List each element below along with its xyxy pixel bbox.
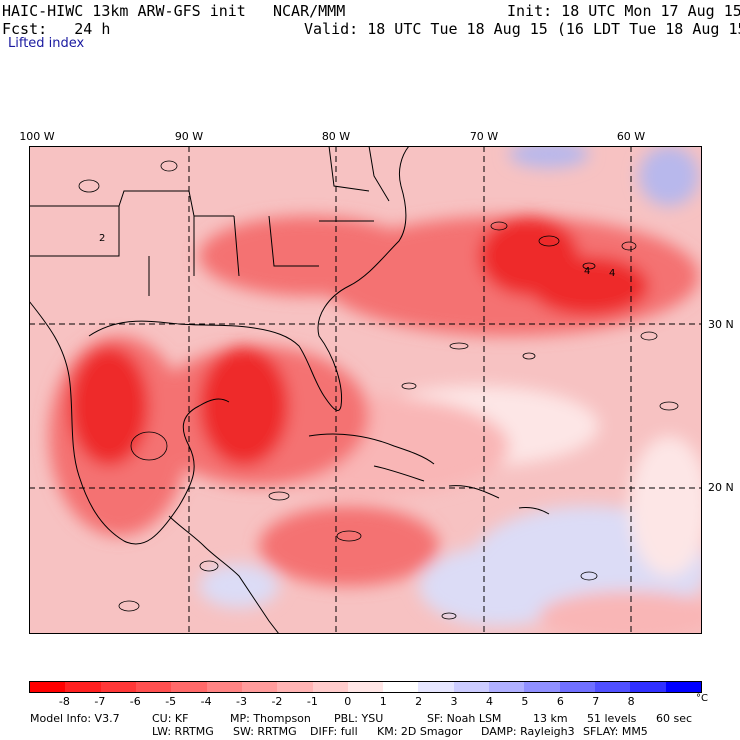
colorbar-tick-label: 8	[627, 695, 635, 708]
coastlines	[29, 146, 550, 634]
colorbar-tick-label: 3	[450, 695, 458, 708]
surface-layer-option: SFLAY: MM5	[583, 725, 648, 738]
colorbar-segment	[665, 682, 701, 692]
colorbar-segment	[65, 682, 101, 692]
microphysics-scheme: MP: Thompson	[230, 712, 311, 725]
colorbar-tick-label: -8	[58, 695, 70, 708]
colorbar-tick-label: -5	[165, 695, 177, 708]
colorbar-segment	[630, 682, 666, 692]
colorbar-segment	[312, 682, 348, 692]
longitude-label: 70 W	[469, 130, 499, 143]
colorbar-segment	[277, 682, 313, 692]
colorbar	[29, 681, 702, 693]
longitude-label: 80 W	[321, 130, 351, 143]
colorbar-tick-label: 7	[592, 695, 600, 708]
field-name: Lifted index	[8, 36, 85, 51]
init-time: Init: 18 UTC Mon 17 Aug 15	[507, 2, 740, 20]
colorbar-segment	[595, 682, 631, 692]
latitude-label: 20 N	[708, 481, 734, 494]
contour-label: 2	[99, 233, 105, 244]
colorbar-segment	[30, 682, 66, 692]
colorbar-segment	[135, 682, 172, 692]
longitude-label: 90 W	[174, 130, 204, 143]
contour-lines	[78, 160, 679, 620]
colorbar-segment	[418, 682, 454, 692]
colorbar-segment	[206, 682, 242, 692]
time-step: 60 sec	[656, 712, 693, 725]
diffusion-option: DIFF: full	[310, 725, 358, 738]
colorbar-tick-label: -2	[271, 695, 283, 708]
model-info: Model Info: V3.7	[30, 712, 120, 725]
damping-option: DAMP: Rayleigh3	[481, 725, 575, 738]
colorbar-segment	[171, 682, 207, 692]
colorbar-tick-label: 2	[415, 695, 423, 708]
colorbar-segment	[241, 682, 278, 692]
forecast-hour: Fcst: 24 h	[2, 20, 111, 38]
colorbar-segment	[489, 682, 525, 692]
longitude-label: 60 W	[616, 130, 646, 143]
shortwave-scheme: SW: RRTMG	[233, 725, 297, 738]
contour-label: 4	[609, 268, 615, 279]
latitude-label: 30 N	[708, 318, 734, 331]
colorbar-tick-label: -3	[236, 695, 247, 708]
longitude-label: 100 W	[19, 130, 55, 143]
surface-scheme: SF: Noah LSM	[427, 712, 502, 725]
eddy-coefficient-option: KM: 2D Smagor	[377, 725, 463, 738]
cumulus-scheme: CU: KF	[152, 712, 189, 725]
colorbar-tick-label: 6	[556, 695, 564, 708]
colorbar-tick-label: 0	[344, 695, 352, 708]
field-shading: 2 4 4	[29, 146, 702, 634]
colorbar-segment	[383, 682, 419, 692]
colorbar-segment	[347, 682, 384, 692]
colorbar-tick-label: 5	[521, 695, 529, 708]
contour-label: 4	[584, 266, 590, 277]
colorbar-tick-label: 4	[485, 695, 493, 708]
colorbar-tick-label: -6	[129, 695, 141, 708]
colorbar-tick-label: -7	[94, 695, 106, 708]
lifted-index-map: 2 4 4	[29, 146, 702, 634]
valid-time: Valid: 18 UTC Tue 18 Aug 15 (16 LDT Tue …	[304, 20, 740, 38]
map-border	[29, 146, 702, 634]
colorbar-segment	[453, 682, 490, 692]
graticule	[29, 146, 702, 634]
colorbar-segment	[100, 682, 136, 692]
colorbar-tick-label: 1	[379, 695, 387, 708]
longwave-scheme: LW: RRTMG	[152, 725, 214, 738]
colorbar-unit: °C	[696, 693, 708, 704]
colorbar-segment	[559, 682, 595, 692]
colorbar-segment	[524, 682, 560, 692]
organization-label: NCAR/MMM	[273, 2, 346, 20]
grid-spacing: 13 km	[533, 712, 568, 725]
plot-title: HAIC-HIWC 13km ARW-GFS init	[2, 2, 246, 20]
colorbar-tick-label: -1	[306, 695, 318, 708]
vertical-levels: 51 levels	[587, 712, 637, 725]
pbl-scheme: PBL: YSU	[334, 712, 384, 725]
colorbar-tick-label: -4	[200, 695, 212, 708]
